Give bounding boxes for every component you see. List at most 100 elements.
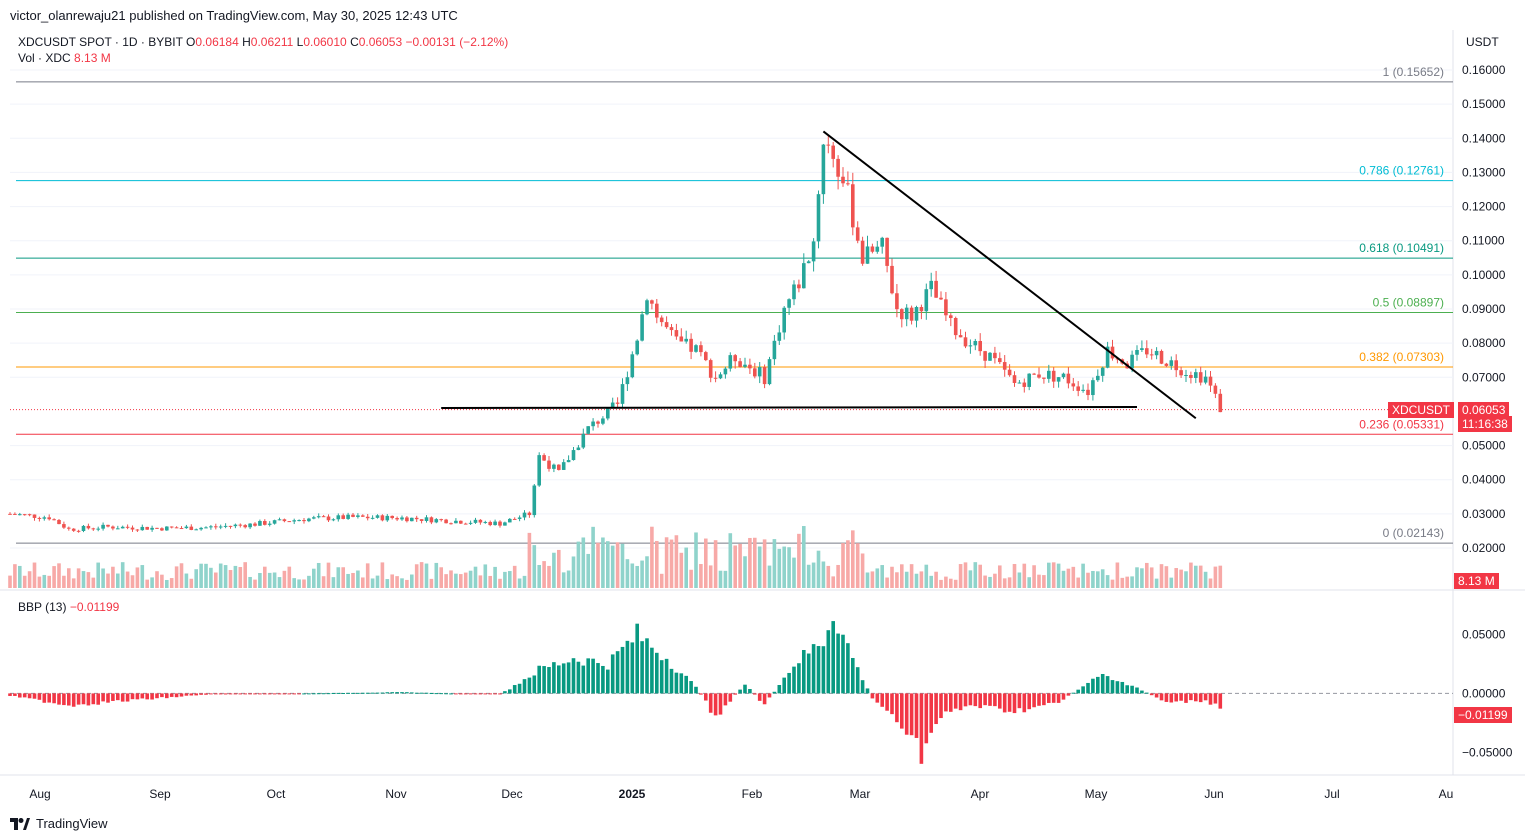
candle-body [169, 526, 174, 528]
countdown-tag: 11:16:38 [1458, 416, 1512, 432]
bbp-bar [723, 693, 728, 706]
candle-body [8, 513, 12, 515]
bbp-bar [169, 693, 174, 697]
candle-body [503, 522, 507, 526]
bbp-bar [875, 693, 880, 703]
volume-bar [1032, 565, 1036, 588]
candle-body [522, 512, 527, 518]
volume-bar [561, 572, 566, 588]
brand[interactable]: TradingView [10, 816, 108, 831]
bbp-bar [424, 692, 429, 694]
volume-value: 8.13 M [74, 51, 111, 65]
volume-bar [209, 567, 213, 588]
price-tick-label: 0.12000 [1462, 200, 1506, 214]
candle-body [1042, 377, 1046, 379]
volume-bar [831, 576, 835, 588]
bbp-bar [346, 692, 350, 694]
candle-body [32, 514, 37, 518]
volume-bar [434, 562, 439, 588]
volume-bar [841, 543, 845, 588]
candle-body [120, 526, 125, 529]
candle-body [880, 237, 884, 247]
candle-body [762, 367, 767, 385]
candle-body [463, 523, 468, 525]
volume-bar [258, 572, 262, 588]
candle-body [204, 527, 208, 529]
close-value: 0.06053 [358, 35, 403, 49]
bbp-bar [71, 693, 76, 707]
candle-body [645, 300, 649, 315]
volume-bar [1198, 565, 1203, 588]
volume-bar [875, 568, 880, 588]
trendlines [441, 130, 1197, 420]
candle-body [1174, 360, 1178, 371]
currency-unit[interactable]: USDT [1466, 35, 1499, 49]
bbp-bar [483, 693, 488, 695]
volume-bar [659, 573, 664, 588]
volume-bar [802, 526, 806, 588]
bbp-bar [1120, 681, 1125, 694]
volume-bar [816, 550, 821, 588]
bbp-bar [32, 693, 37, 699]
candle-body [659, 317, 664, 323]
bbp-bar [463, 693, 468, 695]
volume-bar [860, 553, 865, 588]
candle-body [287, 521, 292, 523]
low-label: L [296, 35, 304, 49]
volume-legend: Vol · XDC 8.13 M [18, 51, 111, 65]
volume-bar [806, 564, 811, 588]
volume-bar [645, 556, 649, 588]
bbp-bar [179, 693, 184, 697]
open-value: 0.06184 [195, 35, 239, 49]
candle-body [302, 520, 306, 522]
bbp-bar [96, 693, 100, 705]
volume-bar [944, 576, 948, 588]
bbp-bar [439, 693, 443, 695]
time-tick-label: May [1085, 787, 1108, 801]
candle-body [356, 515, 360, 517]
volume-bar [385, 579, 390, 588]
candle-body [140, 526, 145, 531]
volume-bar [67, 568, 71, 588]
time-tick-label: Dec [501, 787, 522, 801]
candle-body [414, 517, 419, 520]
bbp-bar [351, 692, 355, 694]
candle-body [978, 340, 982, 352]
volume-bar [679, 552, 684, 588]
bbp-bar [1110, 680, 1115, 694]
volume-bar [307, 575, 311, 588]
volume-bar [557, 549, 561, 588]
candle-body [1056, 377, 1061, 382]
volume-bar [1120, 577, 1125, 588]
volume-bar [27, 571, 32, 588]
candle-body [939, 297, 943, 300]
candle-body [96, 528, 100, 530]
volume-bar [287, 566, 292, 588]
candle-body [1184, 375, 1188, 377]
candle-body [434, 519, 439, 523]
volume-bar [895, 572, 899, 588]
candle-body [277, 519, 282, 521]
bbp-bar [331, 692, 336, 694]
candle-body [757, 367, 762, 377]
publisher-line: victor_olanrewaju21 published on Trading… [10, 8, 458, 23]
volume-bar [169, 578, 174, 588]
bbp-bar [473, 693, 478, 695]
candle-body [733, 355, 737, 362]
bbp-bar [503, 691, 507, 694]
fib-label: 1 (0.15652) [1383, 65, 1444, 79]
volume-bar [326, 562, 331, 588]
bbp-bar [968, 693, 973, 706]
candle-body [841, 176, 845, 184]
candle-body [684, 338, 688, 342]
candle-body [316, 516, 321, 518]
candle-body [267, 523, 272, 525]
bbp-bar [762, 693, 767, 705]
volume-bar [949, 578, 953, 588]
volume-label: Vol · XDC [18, 51, 71, 65]
volume-bar [1130, 576, 1134, 588]
volume-bar [1125, 576, 1129, 588]
symbol-label: XDCUSDT SPOT · 1D · BYBIT [18, 35, 183, 49]
volume-bar [468, 570, 473, 588]
